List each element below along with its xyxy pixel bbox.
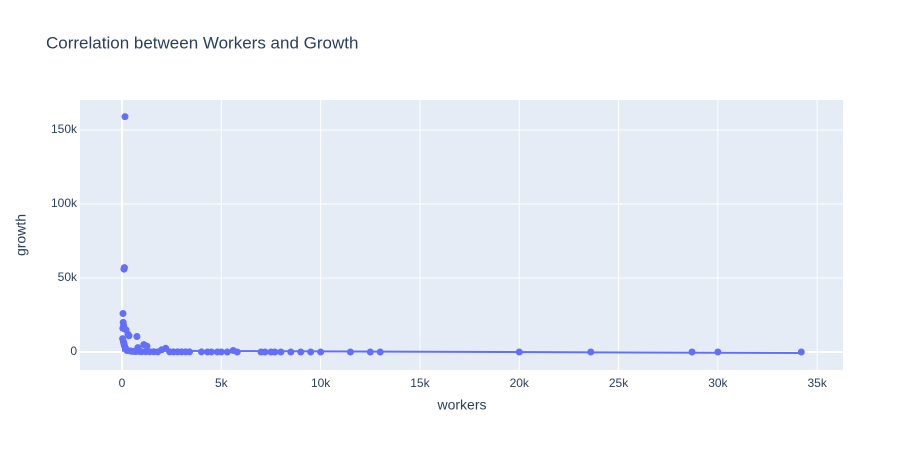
x-axis-label: workers: [436, 397, 486, 413]
trendline: [122, 349, 802, 355]
point: [121, 113, 129, 121]
point: [119, 310, 127, 318]
y-axis-label: growth: [13, 214, 29, 256]
x-tick-label: 5k: [215, 376, 229, 390]
x-tick-label: 35k: [807, 376, 827, 390]
point: [154, 348, 162, 356]
y-tick-label: 100k: [51, 196, 78, 210]
x-tick-label: 20k: [510, 376, 530, 390]
point: [125, 332, 133, 340]
point: [797, 348, 805, 356]
point: [133, 332, 141, 340]
y-tick-label: 0: [70, 344, 77, 358]
y-tick-label: 150k: [51, 122, 78, 136]
x-tick-label: 25k: [609, 376, 629, 390]
point: [186, 348, 194, 356]
x-tick-label: 15k: [410, 376, 430, 390]
x-tick-label: 0: [119, 376, 126, 390]
x-tick-label: 10k: [311, 376, 331, 390]
chart-title: Correlation between Workers and Growth: [46, 33, 358, 52]
y-tick-label: 50k: [58, 270, 78, 284]
point: [143, 342, 151, 350]
point: [120, 265, 128, 273]
plot-area: [80, 100, 843, 370]
x-tick-label: 30k: [708, 376, 728, 390]
